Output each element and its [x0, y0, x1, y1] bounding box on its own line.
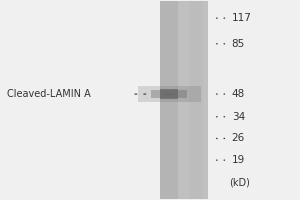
Text: 19: 19: [232, 155, 245, 165]
Text: (kD): (kD): [229, 178, 250, 188]
Text: 48: 48: [232, 89, 245, 99]
Bar: [165, 94, 174, 95]
Text: 85: 85: [232, 39, 245, 49]
Text: 117: 117: [232, 13, 252, 23]
Bar: [152, 90, 187, 98]
Bar: [189, 1, 203, 199]
Text: Cleaved-LAMIN A: Cleaved-LAMIN A: [7, 89, 91, 99]
Bar: [138, 86, 200, 102]
Bar: [160, 1, 178, 199]
Text: 26: 26: [232, 133, 245, 143]
Bar: [160, 1, 208, 199]
Bar: [160, 89, 178, 99]
Text: 34: 34: [232, 112, 245, 122]
